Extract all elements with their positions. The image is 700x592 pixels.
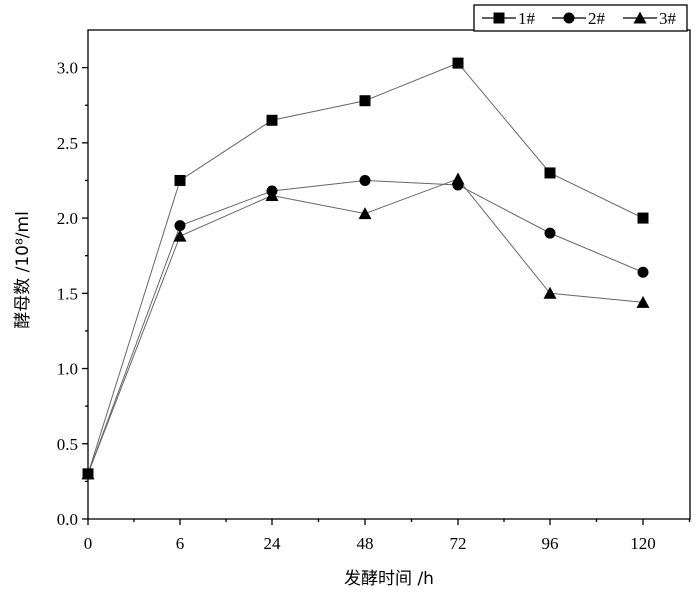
x-tick-label: 72 (450, 534, 467, 553)
legend-marker-3 (633, 11, 647, 24)
series-lines (87, 62, 644, 475)
y-axis-title: 酵母数 /10⁸/ml (13, 211, 33, 329)
series-line-2 (87, 179, 644, 475)
y-tick-label: 0.0 (57, 510, 78, 529)
x-tick-label: 96 (542, 534, 559, 553)
legend: 1# 2# 3# (473, 4, 688, 32)
data-point-series-1 (637, 212, 649, 224)
plot-frame (87, 29, 691, 520)
data-point-series-1 (544, 167, 556, 179)
data-point-series-1 (452, 57, 464, 69)
y-tick-label: 1.0 (57, 360, 78, 379)
axes: 0.0 0.5 1.0 1.5 2.0 2.5 3.0 0 6 24 48 72 96 120 (57, 29, 691, 553)
data-point-series-3 (543, 286, 557, 299)
legend-marker-1 (493, 12, 505, 24)
data-point-series-3 (358, 207, 372, 220)
data-point-series-3 (636, 295, 650, 308)
y-tick-label: 2.0 (57, 209, 78, 228)
x-tick-label: 6 (176, 534, 185, 553)
legend-label-3: 3# (659, 9, 677, 28)
x-axis-title: 发酵时间 /h (344, 569, 434, 589)
y-tick-label: 2.5 (57, 134, 78, 153)
data-point-series-3 (265, 189, 279, 202)
series-line-1 (87, 62, 644, 475)
data-point-series-2 (174, 220, 186, 232)
x-tick-label: 48 (357, 534, 374, 553)
data-point-series-1 (359, 95, 371, 107)
data-point-series-3 (451, 172, 465, 185)
data-point-series-3 (81, 467, 95, 480)
legend-label-2: 2# (588, 9, 606, 28)
legend-label-1: 1# (518, 9, 536, 28)
y-tick-label: 3.0 (57, 59, 78, 78)
data-point-series-1 (266, 114, 278, 126)
data-point-series-3 (173, 229, 187, 242)
series-markers (81, 57, 650, 480)
legend-marker-2 (563, 12, 575, 24)
data-point-series-2 (359, 174, 371, 186)
data-point-series-2 (544, 227, 556, 239)
y-tick-label: 0.5 (57, 435, 78, 454)
x-tick-label: 0 (84, 534, 93, 553)
x-tick-label: 120 (630, 534, 656, 553)
data-point-series-2 (637, 266, 649, 278)
y-tick-label: 1.5 (57, 284, 78, 303)
data-point-series-1 (174, 174, 186, 186)
x-tick-label: 24 (264, 534, 282, 553)
series-line-3 (87, 178, 644, 475)
